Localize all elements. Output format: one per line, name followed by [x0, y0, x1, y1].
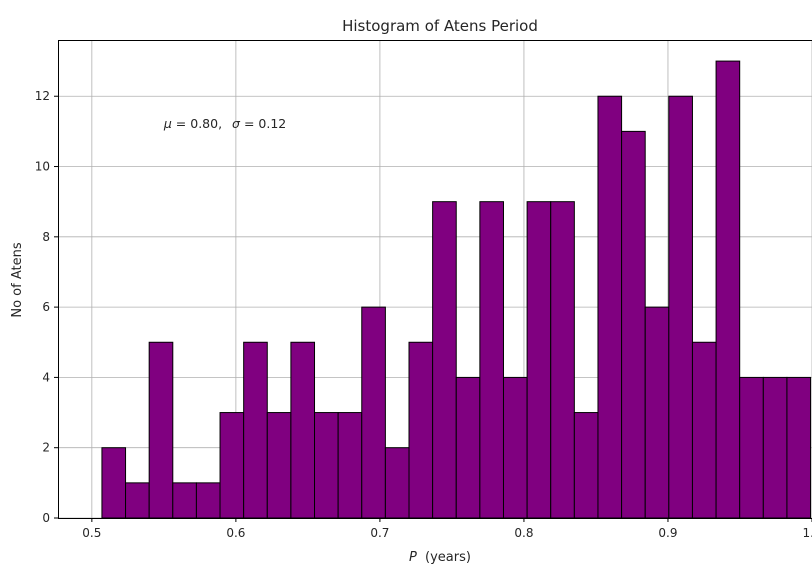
x-tick-label: 0.9 [658, 526, 677, 540]
x-axis-label-unit: (years) [425, 550, 471, 565]
histogram-bar [243, 341, 268, 519]
histogram-bar [502, 376, 528, 519]
histogram-bar [455, 376, 481, 519]
histogram-bar [266, 412, 292, 519]
histogram-bar [148, 341, 174, 519]
y-axis-ticks: 0 2 4 6 8 10 12 [35, 89, 58, 525]
histogram-bar [739, 376, 764, 519]
histogram-bar [314, 412, 339, 519]
x-tick-label: 0.8 [514, 526, 533, 540]
x-tick-label: 0.6 [226, 526, 245, 540]
histogram-bar [573, 412, 599, 519]
sigma-value: = 0.12 [244, 116, 286, 131]
mu-value: = 0.80, [176, 116, 222, 131]
histogram-bar [408, 341, 434, 519]
histogram-bar [172, 482, 197, 519]
x-tick-label: 1.0 [802, 526, 812, 540]
histogram-bar [384, 447, 410, 519]
histogram-bar [762, 376, 788, 519]
x-axis-label-symbol: P [409, 550, 417, 565]
histogram-bar [361, 306, 386, 519]
histogram-bar [597, 95, 623, 519]
histogram-bar [337, 412, 363, 519]
histogram-bar [715, 60, 741, 519]
histogram-bars [101, 60, 812, 519]
plot-frame [58, 40, 812, 519]
histogram-bar [219, 412, 245, 519]
histogram-bar [668, 95, 693, 519]
histogram-bar [125, 482, 150, 519]
y-tick-label: 6 [42, 300, 50, 314]
stats-annotation: μ = 0.80, σ = 0.12 [163, 116, 286, 131]
x-tick-label: 0.7 [370, 526, 389, 540]
x-tick-label: 0.5 [82, 526, 101, 540]
y-tick-label: 0 [42, 511, 50, 525]
chart-title: Histogram of Atens Period [342, 17, 538, 35]
histogram-bar [691, 341, 717, 519]
histogram-bar [526, 201, 552, 519]
y-axis-label: No of Atens [10, 242, 25, 317]
x-axis-label: P (years) [409, 550, 471, 565]
mu-symbol: μ [163, 116, 172, 131]
histogram-bar [101, 447, 127, 519]
histogram-bar [290, 341, 316, 519]
y-tick-label: 4 [42, 370, 50, 384]
y-tick-label: 12 [35, 89, 50, 103]
histogram-bar [786, 376, 812, 519]
y-tick-label: 8 [42, 230, 50, 244]
sigma-symbol: σ [232, 116, 241, 131]
histogram-bar [550, 201, 575, 519]
histogram-bar [644, 306, 670, 519]
histogram-bar [479, 201, 504, 519]
x-axis-ticks: 0.5 0.6 0.7 0.8 0.9 1.0 [82, 518, 812, 540]
histogram-bar [621, 130, 646, 519]
y-tick-label: 10 [35, 160, 50, 174]
y-tick-label: 2 [42, 441, 50, 455]
histogram-bar [432, 201, 457, 519]
histogram-bar [195, 482, 221, 519]
